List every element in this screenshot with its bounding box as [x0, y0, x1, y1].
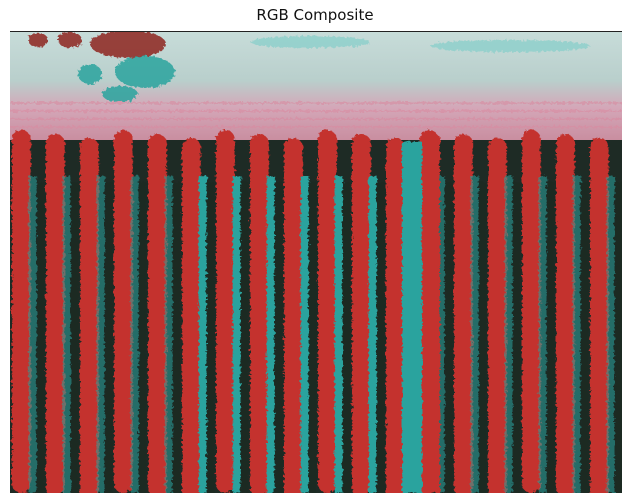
dark-stripe-7	[274, 182, 283, 493]
red-stripe-13	[454, 134, 473, 493]
red-stripe-3	[114, 130, 133, 493]
dark-stripe-14	[512, 182, 521, 493]
pink-streak-0	[10, 102, 622, 104]
red-stripe-5	[182, 138, 201, 493]
teal-stripe-7	[266, 176, 276, 493]
teal-stripe-13	[470, 176, 480, 493]
stripes	[12, 130, 622, 493]
dark-stripe-13	[478, 182, 487, 493]
teal-stripe-3	[130, 176, 140, 493]
dark-stripe-1	[70, 182, 79, 493]
red-stripe-15	[522, 130, 541, 493]
teal-stripe-1	[62, 176, 72, 493]
red-stripe-9	[318, 130, 337, 493]
teal-stripe-2	[96, 176, 106, 493]
teal-stripe-12	[436, 176, 446, 493]
dark-stripe-8	[308, 182, 317, 493]
dark-stripe-9	[342, 182, 351, 493]
teal-stripe-4	[164, 176, 174, 493]
red-stripe-8	[284, 138, 303, 493]
red-stripe-16	[556, 134, 575, 493]
teal-stripe-5	[198, 176, 208, 493]
teal-stripe-16	[572, 176, 582, 493]
red-stripe-14	[488, 138, 507, 493]
teal-stripe-15	[538, 176, 548, 493]
top-blob-3	[115, 56, 175, 88]
dark-stripe-2	[104, 182, 113, 493]
composite-svg	[10, 32, 622, 493]
top-blob-4	[78, 64, 102, 84]
teal-stripe-17	[606, 176, 616, 493]
dark-stripe-6	[240, 182, 249, 493]
dark-stripe-0	[36, 182, 45, 493]
top-blobs	[10, 32, 622, 128]
dark-stripe-3	[138, 182, 147, 493]
red-stripe-2	[80, 138, 99, 493]
dark-stripe-4	[172, 182, 181, 493]
teal-stripe-14	[504, 176, 514, 493]
red-stripe-11	[386, 138, 405, 493]
dark-stripe-5	[206, 182, 215, 493]
teal-stripe-0	[28, 176, 38, 493]
pink-streak-1	[10, 110, 622, 112]
center-teal-channel	[402, 142, 422, 493]
dark-stripe-16	[580, 182, 589, 493]
teal-stripe-9	[334, 176, 344, 493]
top-blob-2	[90, 32, 166, 58]
top-blob-5	[102, 86, 138, 102]
top-blob-1	[58, 32, 82, 48]
top-blob-0	[28, 33, 48, 47]
red-stripe-10	[352, 134, 371, 493]
red-stripe-1	[46, 134, 65, 493]
center-red-channel	[422, 136, 440, 493]
pink-streak-3	[10, 126, 622, 128]
dark-stripe-17	[614, 182, 622, 493]
red-stripe-7	[250, 134, 269, 493]
top-blob-7	[430, 40, 590, 52]
red-stripe-0	[12, 130, 31, 493]
teal-stripe-10	[368, 176, 378, 493]
dark-stripe-12	[444, 182, 453, 493]
teal-stripe-6	[232, 176, 242, 493]
figure-title: RGB Composite	[256, 6, 374, 24]
dark-stripe-15	[546, 182, 555, 493]
teal-stripe-8	[300, 176, 310, 493]
red-stripe-6	[216, 130, 235, 493]
red-stripe-4	[148, 134, 167, 493]
red-stripe-17	[590, 138, 609, 493]
rgb-composite-image	[10, 31, 622, 493]
top-blob-6	[250, 36, 370, 48]
dark-stripe-10	[376, 182, 385, 493]
pink-streak-2	[10, 118, 622, 120]
